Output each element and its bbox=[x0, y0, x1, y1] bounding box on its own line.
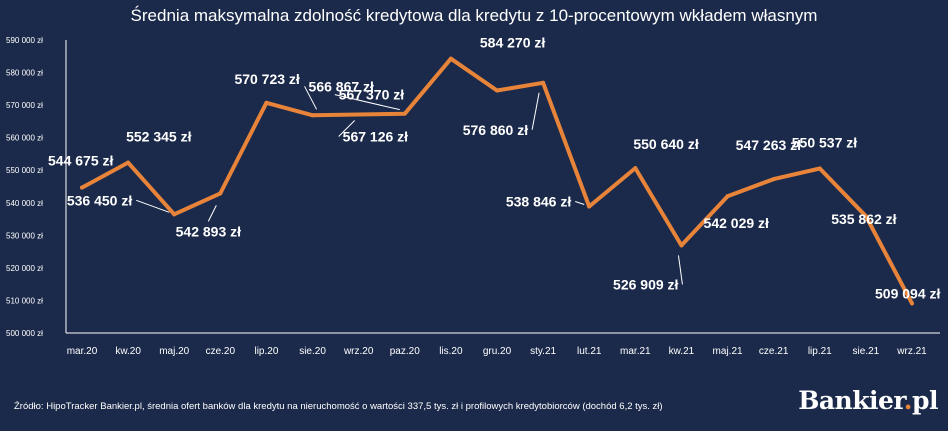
logo-name: Bankier bbox=[798, 386, 904, 415]
y-tick-label: 510 000 zł bbox=[6, 296, 43, 305]
data-point bbox=[587, 204, 592, 209]
x-tick-label: mar.21 bbox=[620, 346, 651, 357]
data-label: 535 862 zł bbox=[831, 211, 896, 227]
data-point bbox=[910, 301, 914, 306]
data-label: 542 893 zł bbox=[176, 223, 241, 239]
data-point bbox=[218, 191, 223, 196]
x-tick-label: sie.21 bbox=[853, 346, 880, 357]
y-axis: 500 000 zł 510 000 zł 520 000 zł 530 000 zł… bbox=[6, 36, 67, 338]
y-tick-label: 520 000 zł bbox=[6, 264, 43, 273]
x-tick-label: cze.21 bbox=[759, 346, 789, 357]
x-tick-label: kw.21 bbox=[669, 346, 695, 357]
data-label: 526 909 zł bbox=[613, 276, 678, 292]
x-tick-label: wrz.20 bbox=[343, 346, 374, 357]
y-tick-label: 570 000 zł bbox=[6, 101, 43, 110]
x-tick-label: lis.20 bbox=[439, 346, 463, 357]
x-tick-label: wrz.21 bbox=[896, 346, 927, 357]
x-tick-label: kw.20 bbox=[115, 346, 141, 357]
data-point bbox=[126, 160, 131, 165]
series bbox=[80, 56, 914, 306]
data-point bbox=[725, 194, 730, 199]
x-tick-label: lut.21 bbox=[577, 346, 602, 357]
data-point bbox=[80, 185, 84, 190]
data-label: 576 860 zł bbox=[463, 122, 528, 138]
x-tick-label: sie.20 bbox=[299, 346, 326, 357]
label-leader-line bbox=[677, 255, 683, 285]
x-tick-label: maj.21 bbox=[713, 346, 743, 357]
logo-tld: pl bbox=[912, 386, 938, 415]
chart-title: Średnia maksymalna zdolność kredytowa dl… bbox=[130, 6, 818, 25]
data-label: 570 723 zł bbox=[234, 71, 299, 87]
data-point bbox=[541, 80, 546, 85]
y-tick-label: 560 000 zł bbox=[6, 134, 43, 143]
data-point bbox=[310, 113, 315, 118]
y-tick-label: 580 000 zł bbox=[6, 69, 43, 78]
y-tick-label: 550 000 zł bbox=[6, 166, 43, 175]
data-point bbox=[402, 111, 407, 116]
label-leader-line bbox=[334, 94, 400, 111]
x-axis: mar.20 kw.20 maj.20 cze.20 lip.20 sie.20 wrz.2… bbox=[66, 332, 940, 357]
data-label: 536 450 zł bbox=[67, 192, 132, 208]
bankier-logo: Bankier.pl bbox=[798, 386, 938, 415]
x-tick-label: cze.20 bbox=[206, 346, 236, 357]
y-tick-label: 540 000 zł bbox=[6, 199, 43, 208]
data-label: 567 370 zł bbox=[339, 87, 404, 103]
label-leader-line bbox=[136, 199, 170, 213]
series-line bbox=[80, 56, 914, 306]
x-tick-label: paz.20 bbox=[390, 346, 420, 357]
y-tick-label: 590 000 zł bbox=[6, 36, 43, 45]
data-label: 566 867 zł bbox=[309, 78, 374, 94]
x-tick-label: lip.20 bbox=[254, 346, 278, 357]
y-tick-label: 530 000 zł bbox=[6, 231, 43, 240]
data-label: 584 270 zł bbox=[480, 35, 545, 51]
data-label: 552 345 zł bbox=[126, 129, 191, 145]
x-tick-label: sty.21 bbox=[530, 346, 556, 357]
logo-dot: . bbox=[903, 386, 913, 415]
data-label: 550 640 zł bbox=[633, 136, 698, 152]
label-leader-line bbox=[338, 120, 356, 137]
data-point bbox=[863, 214, 868, 219]
x-tick-label: gru.20 bbox=[483, 346, 512, 357]
data-point bbox=[264, 100, 269, 105]
data-point bbox=[448, 56, 453, 61]
data-point bbox=[633, 166, 638, 171]
data-label: 538 846 zł bbox=[506, 194, 571, 210]
data-labels: 544 675 zł 552 345 zł 536 450 zł 542 893 zł… bbox=[48, 35, 940, 302]
label-leader-line bbox=[207, 205, 217, 222]
data-label: 550 537 zł bbox=[792, 134, 857, 150]
data-point bbox=[495, 88, 499, 93]
label-leader-line bbox=[304, 86, 317, 110]
data-point bbox=[172, 212, 177, 217]
data-label: 509 094 zł bbox=[875, 285, 940, 301]
x-tick-label: mar.20 bbox=[67, 346, 98, 357]
data-point bbox=[356, 112, 361, 117]
x-tick-label: lip.21 bbox=[808, 346, 832, 357]
data-label: 547 263 zł bbox=[736, 137, 801, 153]
label-leader-line bbox=[575, 201, 585, 206]
x-tick-label: maj.20 bbox=[159, 346, 189, 357]
source-note: Źródło: HipoTracker Bankier.pl, średnia … bbox=[14, 401, 663, 412]
data-label: 542 029 zł bbox=[704, 215, 769, 231]
data-label: 544 675 zł bbox=[48, 153, 113, 169]
data-point bbox=[817, 166, 822, 171]
data-point bbox=[771, 177, 776, 182]
y-tick-label: 500 000 zł bbox=[6, 329, 43, 338]
data-label: 567 126 zł bbox=[343, 128, 408, 144]
data-point bbox=[679, 243, 684, 248]
label-leader-line bbox=[531, 92, 540, 130]
